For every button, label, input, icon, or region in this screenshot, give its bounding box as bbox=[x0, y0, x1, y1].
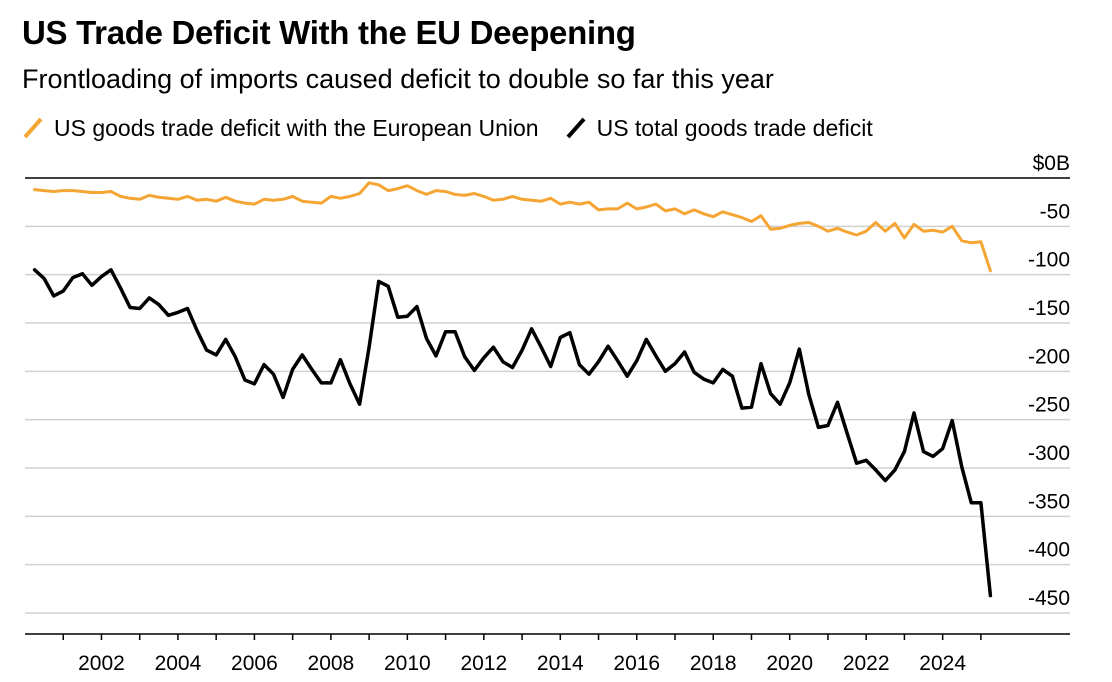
y-tick-label: -100 bbox=[1028, 249, 1070, 272]
legend-swatch-total-stroke bbox=[566, 117, 586, 139]
x-tick-label: 2016 bbox=[613, 652, 660, 675]
x-tick-label: 2008 bbox=[308, 652, 355, 675]
x-tick-label: 2020 bbox=[766, 652, 813, 675]
y-tick-label: -150 bbox=[1028, 297, 1070, 320]
x-tick-label: 2006 bbox=[231, 652, 278, 675]
legend-label-eu: US goods trade deficit with the European… bbox=[54, 114, 539, 141]
x-tick-label: 2024 bbox=[919, 652, 966, 675]
chart-subtitle: Frontloading of imports caused deficit t… bbox=[22, 64, 774, 94]
y-tick-label: -50 bbox=[1040, 200, 1070, 223]
x-tick-label: 2004 bbox=[155, 652, 202, 675]
x-tick-label: 2018 bbox=[690, 652, 737, 675]
series-line-total bbox=[32, 268, 993, 598]
y-tick-label: -400 bbox=[1028, 539, 1070, 562]
y-tick-label: -350 bbox=[1028, 490, 1070, 513]
x-tick-label: 2012 bbox=[460, 652, 507, 675]
legend-label-total: US total goods trade deficit bbox=[596, 114, 873, 141]
y-tick-label: -450 bbox=[1028, 587, 1070, 610]
series-line-eu bbox=[33, 181, 992, 273]
legend-swatch-total-icon bbox=[566, 117, 586, 139]
y-tick-label: -200 bbox=[1028, 345, 1070, 368]
y-tick-label: -300 bbox=[1028, 442, 1070, 465]
legend: US goods trade deficit with the European… bbox=[22, 112, 899, 144]
chart-title: US Trade Deficit With the EU Deepening bbox=[22, 14, 636, 51]
legend-item-total: US total goods trade deficit bbox=[565, 115, 873, 142]
legend-swatch-eu-icon bbox=[23, 117, 43, 139]
legend-item-eu: US goods trade deficit with the European… bbox=[22, 115, 539, 142]
x-tick-label: 2014 bbox=[537, 652, 584, 675]
y-tick-label: -250 bbox=[1028, 394, 1070, 417]
x-tick-label: 2010 bbox=[384, 652, 431, 675]
legend-swatch-eu-stroke bbox=[23, 117, 43, 139]
y-tick-label: $0B bbox=[1033, 152, 1070, 175]
x-tick-label: 2022 bbox=[843, 652, 890, 675]
x-tick-label: 2002 bbox=[78, 652, 125, 675]
